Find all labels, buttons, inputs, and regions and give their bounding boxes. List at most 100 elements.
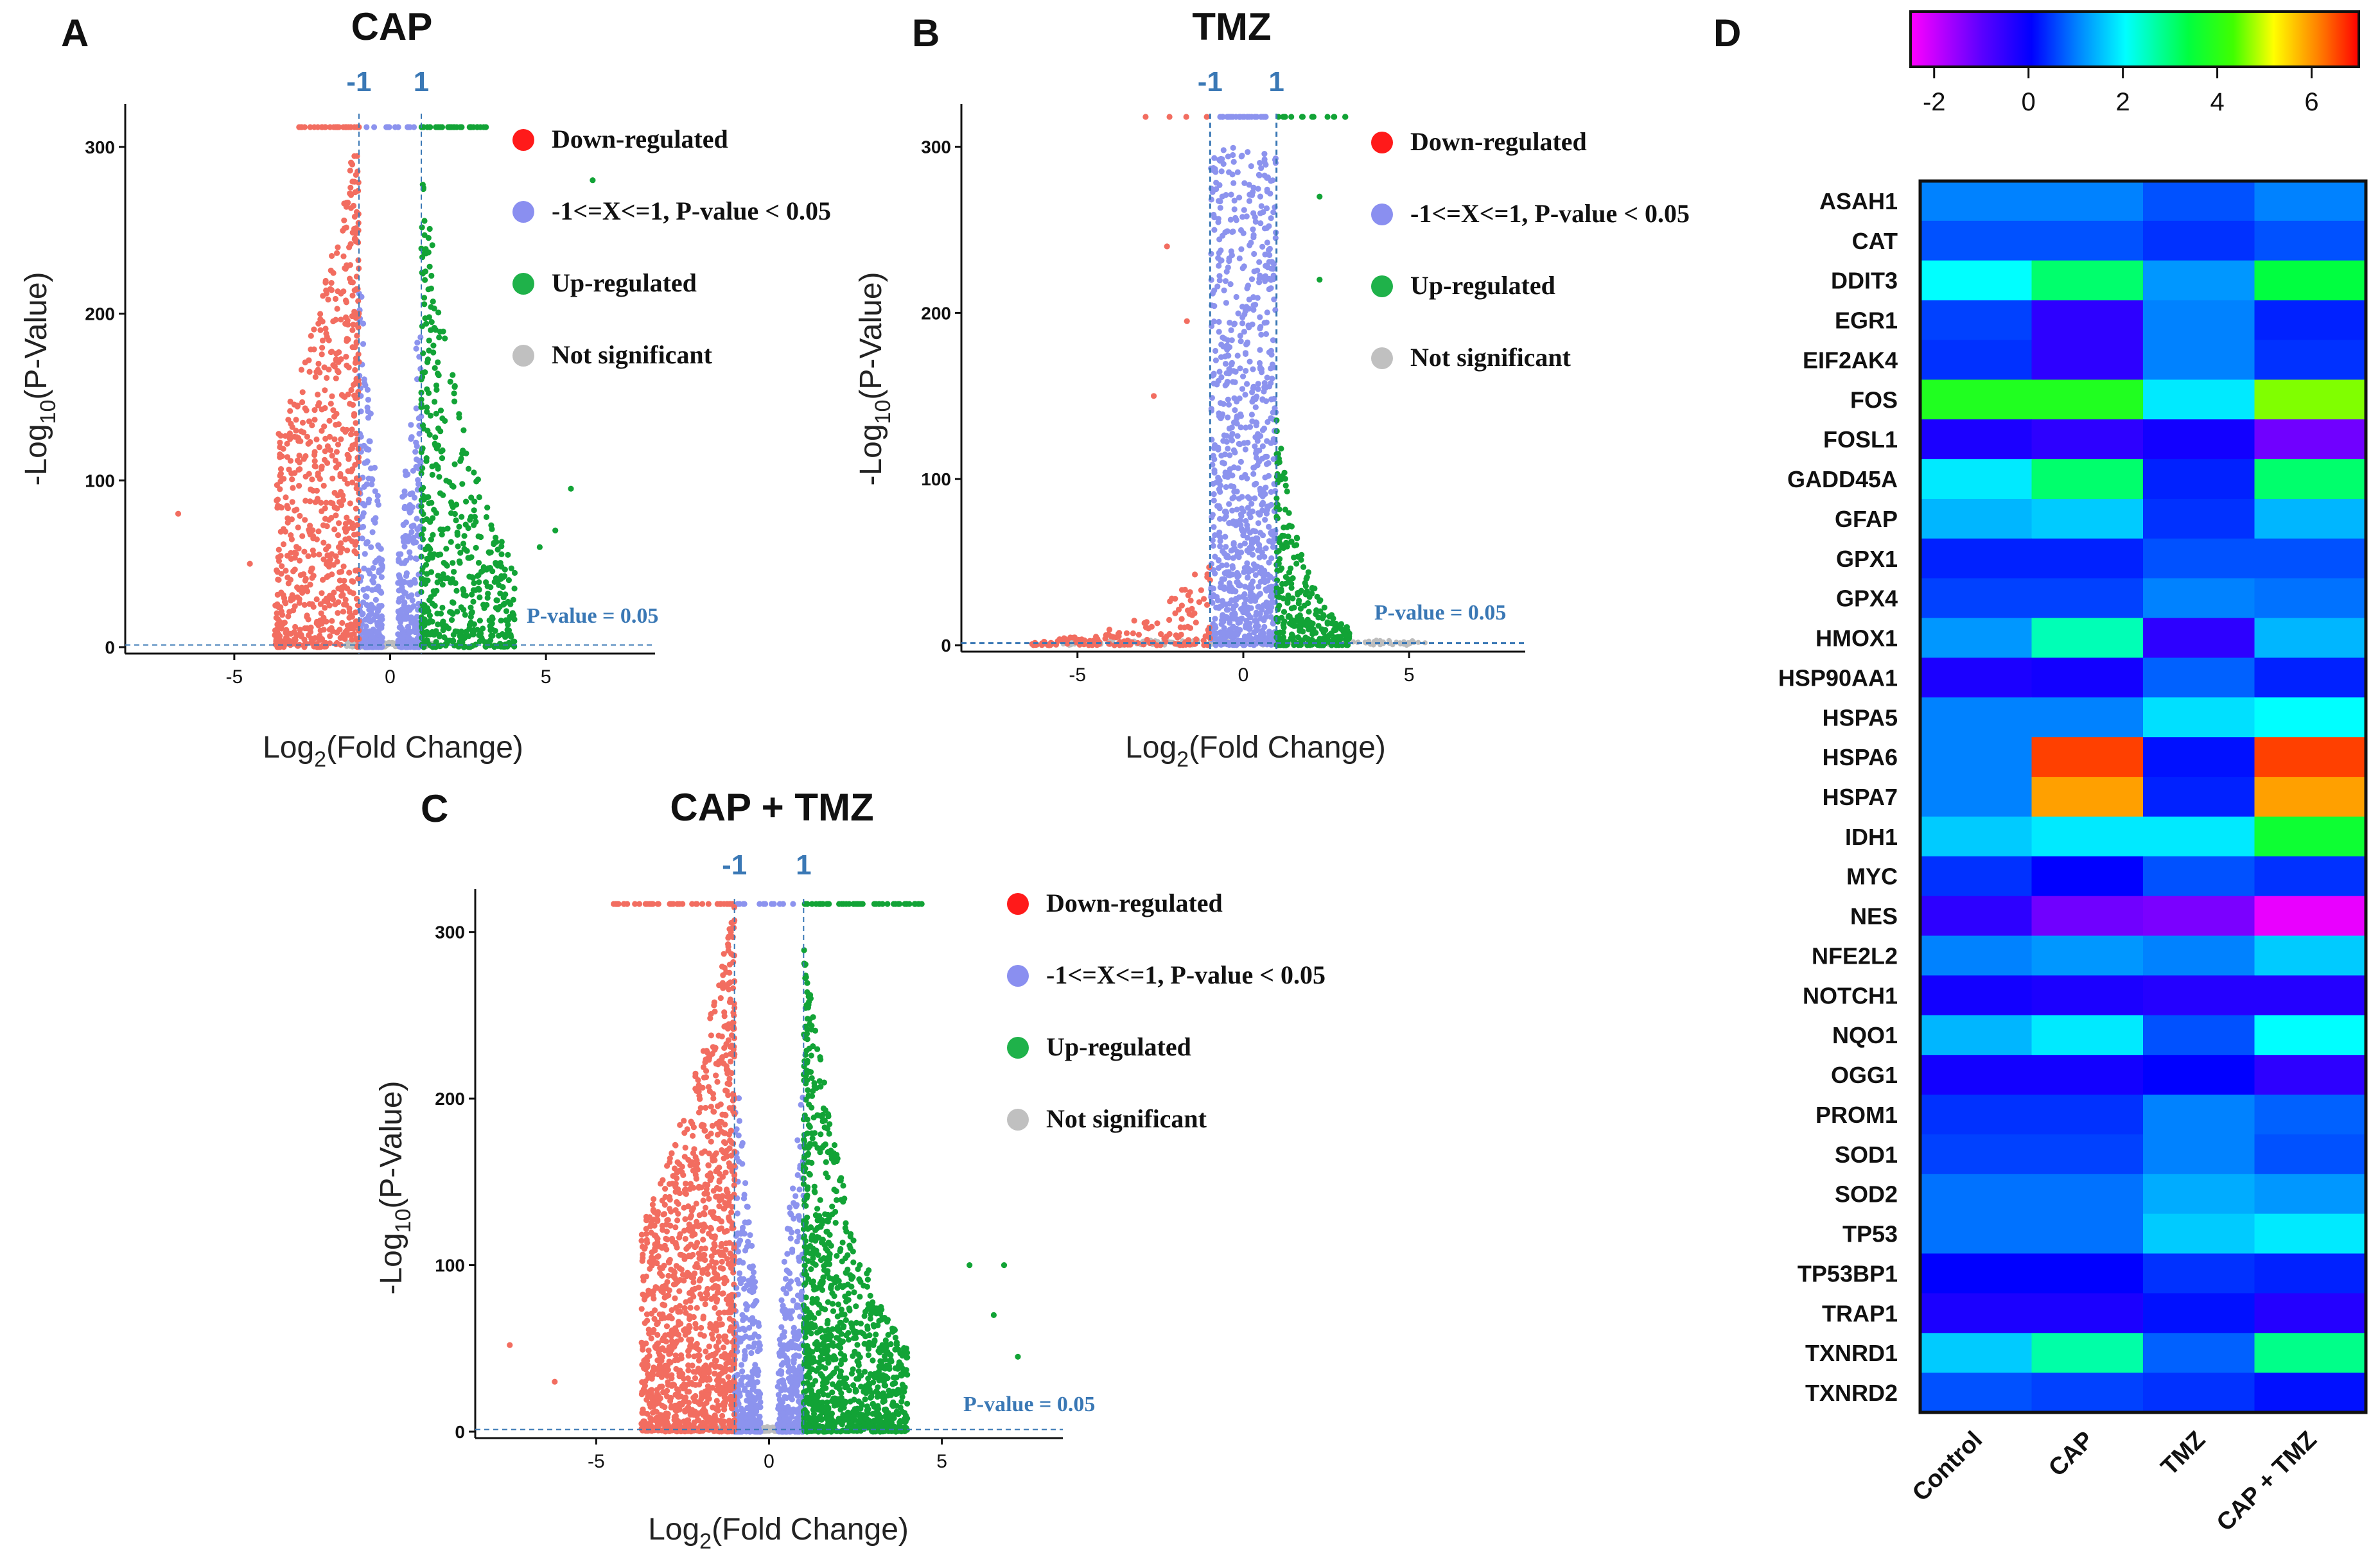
data-point: [408, 523, 415, 530]
data-point: [1230, 518, 1237, 525]
data-point: [277, 553, 284, 559]
data-point: [419, 602, 426, 608]
data-point: [326, 517, 332, 523]
data-point: [349, 520, 356, 527]
data-point: [284, 553, 291, 559]
data-point: [335, 461, 342, 468]
data-point: [1218, 342, 1225, 348]
y-tick-label: 100: [435, 1256, 465, 1276]
legend-label: Up-regulated: [552, 268, 697, 297]
data-point: [738, 1405, 744, 1412]
data-point: [274, 567, 280, 574]
legend-label: Not significant: [1410, 343, 1571, 372]
data-point: [333, 553, 339, 560]
data-point: [321, 364, 328, 370]
data-point: [378, 603, 385, 609]
data-point: [447, 378, 453, 385]
data-point: [410, 617, 417, 624]
data-point: [1293, 542, 1300, 548]
data-point: [432, 434, 439, 440]
data-point: [471, 514, 478, 520]
data-point: [335, 288, 341, 295]
data-point: [424, 637, 430, 643]
data-point: [332, 601, 338, 607]
data-point: [294, 403, 301, 410]
data-point: [426, 263, 433, 270]
data-point: [335, 544, 342, 551]
data-point: [1212, 357, 1219, 363]
y-tick-label: 100: [85, 471, 115, 490]
data-point: [1228, 191, 1234, 198]
data-point: [1280, 595, 1286, 602]
data-point: [1216, 236, 1223, 243]
data-point: [408, 629, 414, 636]
data-point: [439, 604, 446, 611]
data-point: [375, 501, 381, 508]
data-point: [292, 507, 298, 514]
data-point: [1236, 114, 1243, 120]
data-point: [1229, 360, 1235, 366]
data-point: [351, 213, 358, 220]
data-point: [433, 446, 440, 452]
data-point: [471, 621, 477, 627]
data-point: [1225, 370, 1232, 377]
data-point: [1211, 456, 1218, 463]
data-point: [309, 476, 315, 483]
data-point: [1225, 337, 1231, 343]
data-point: [298, 124, 304, 130]
data-point: [322, 387, 328, 394]
data-point: [781, 1416, 787, 1422]
data-point: [741, 1192, 748, 1198]
data-point: [1264, 374, 1270, 381]
data-point: [353, 539, 360, 545]
data-point: [283, 627, 290, 633]
data-point: [486, 550, 493, 556]
data-point: [379, 557, 385, 563]
data-point: [1233, 293, 1239, 300]
data-point: [301, 602, 308, 608]
data-point: [426, 612, 433, 619]
data-point: [1299, 114, 1306, 120]
data-point: [744, 1374, 751, 1380]
data-point: [1229, 431, 1236, 437]
data-point: [1282, 482, 1289, 489]
data-point: [536, 544, 543, 550]
data-point: [1266, 538, 1272, 544]
legend-label: -1<=X<=1, P-value < 0.05: [1046, 960, 1326, 989]
data-point: [785, 1362, 792, 1369]
data-point: [1238, 522, 1244, 528]
data-point: [1284, 543, 1290, 550]
data-point: [1212, 623, 1218, 629]
data-point: [1231, 395, 1238, 401]
data-point: [1257, 193, 1264, 200]
data-point: [737, 1237, 744, 1244]
data-point: [349, 292, 356, 299]
data-point: [1257, 220, 1264, 227]
data-point: [426, 337, 432, 344]
x-tick-label: 5: [1404, 664, 1415, 686]
data-point: [726, 1315, 733, 1322]
data-point: [450, 372, 456, 378]
data-point: [1221, 432, 1227, 438]
data-point: [1245, 611, 1252, 618]
data-point: [744, 1397, 750, 1404]
data-point: [363, 593, 370, 600]
data-point: [310, 573, 317, 579]
data-point: [446, 625, 452, 632]
data-point: [1276, 459, 1282, 465]
data-point: [1184, 318, 1190, 324]
data-point: [778, 1297, 785, 1303]
data-point: [389, 639, 395, 645]
data-point: [749, 1274, 756, 1281]
data-point: [1217, 534, 1223, 541]
data-point: [1232, 629, 1239, 636]
data-point: [350, 578, 356, 585]
data-point: [326, 337, 332, 343]
data-point: [311, 449, 318, 455]
data-point: [289, 499, 295, 505]
data-point: [448, 617, 455, 623]
data-point: [313, 436, 320, 443]
data-point: [335, 244, 341, 250]
data-point: [1285, 534, 1291, 540]
legend-marker: [512, 273, 534, 295]
